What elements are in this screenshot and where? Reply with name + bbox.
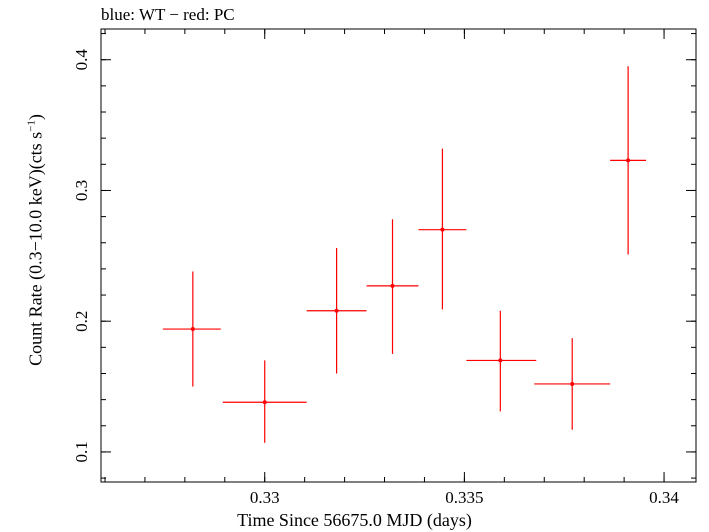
y-axis-label: Count Rate (0.3−10.0 keV)(cts s−1) [26,114,47,366]
data-point-marker [390,283,395,288]
data-point-pc [222,360,307,443]
data-point-marker [190,327,195,332]
data-point-marker [262,400,267,405]
data-point-marker [570,381,575,386]
x-axis-label: Time Since 56675.0 MJD (days) [237,510,472,530]
data-point-marker [498,358,503,363]
x-tick-label: 0.335 [445,488,483,507]
data-point-marker [440,227,445,232]
data-point-pc [306,247,367,374]
y-tick-label: 0.4 [72,49,91,71]
axis-tick-labels: 0.33 0.335 0.34 0.1 0.2 0.3 0.4 [72,49,679,507]
y-tick-label: 0.2 [72,311,91,332]
data-point-marker [334,308,339,313]
x-tick-label: 0.33 [250,488,280,507]
y-tick-label: 0.1 [72,441,91,462]
data-point-marker [626,158,631,163]
y-tick-label: 0.3 [72,180,91,201]
chart-title: blue: WT − red: PC [101,5,235,24]
data-point-pc [534,338,611,430]
y-axis-label-superscript: −1 [25,120,38,132]
x-tick-label: 0.34 [649,488,679,507]
data-point-pc [162,271,221,387]
data-points [162,66,647,443]
axis-ticks [101,29,696,482]
y-axis-label-close: ) [25,114,46,121]
data-point-pc [466,310,537,412]
data-point-pc [366,219,419,354]
data-point-pc [418,148,467,310]
plot-frame [100,28,697,483]
data-point-pc [610,66,647,255]
y-axis-label-main: Count Rate (0.3−10.0 keV)(cts s [25,131,46,366]
